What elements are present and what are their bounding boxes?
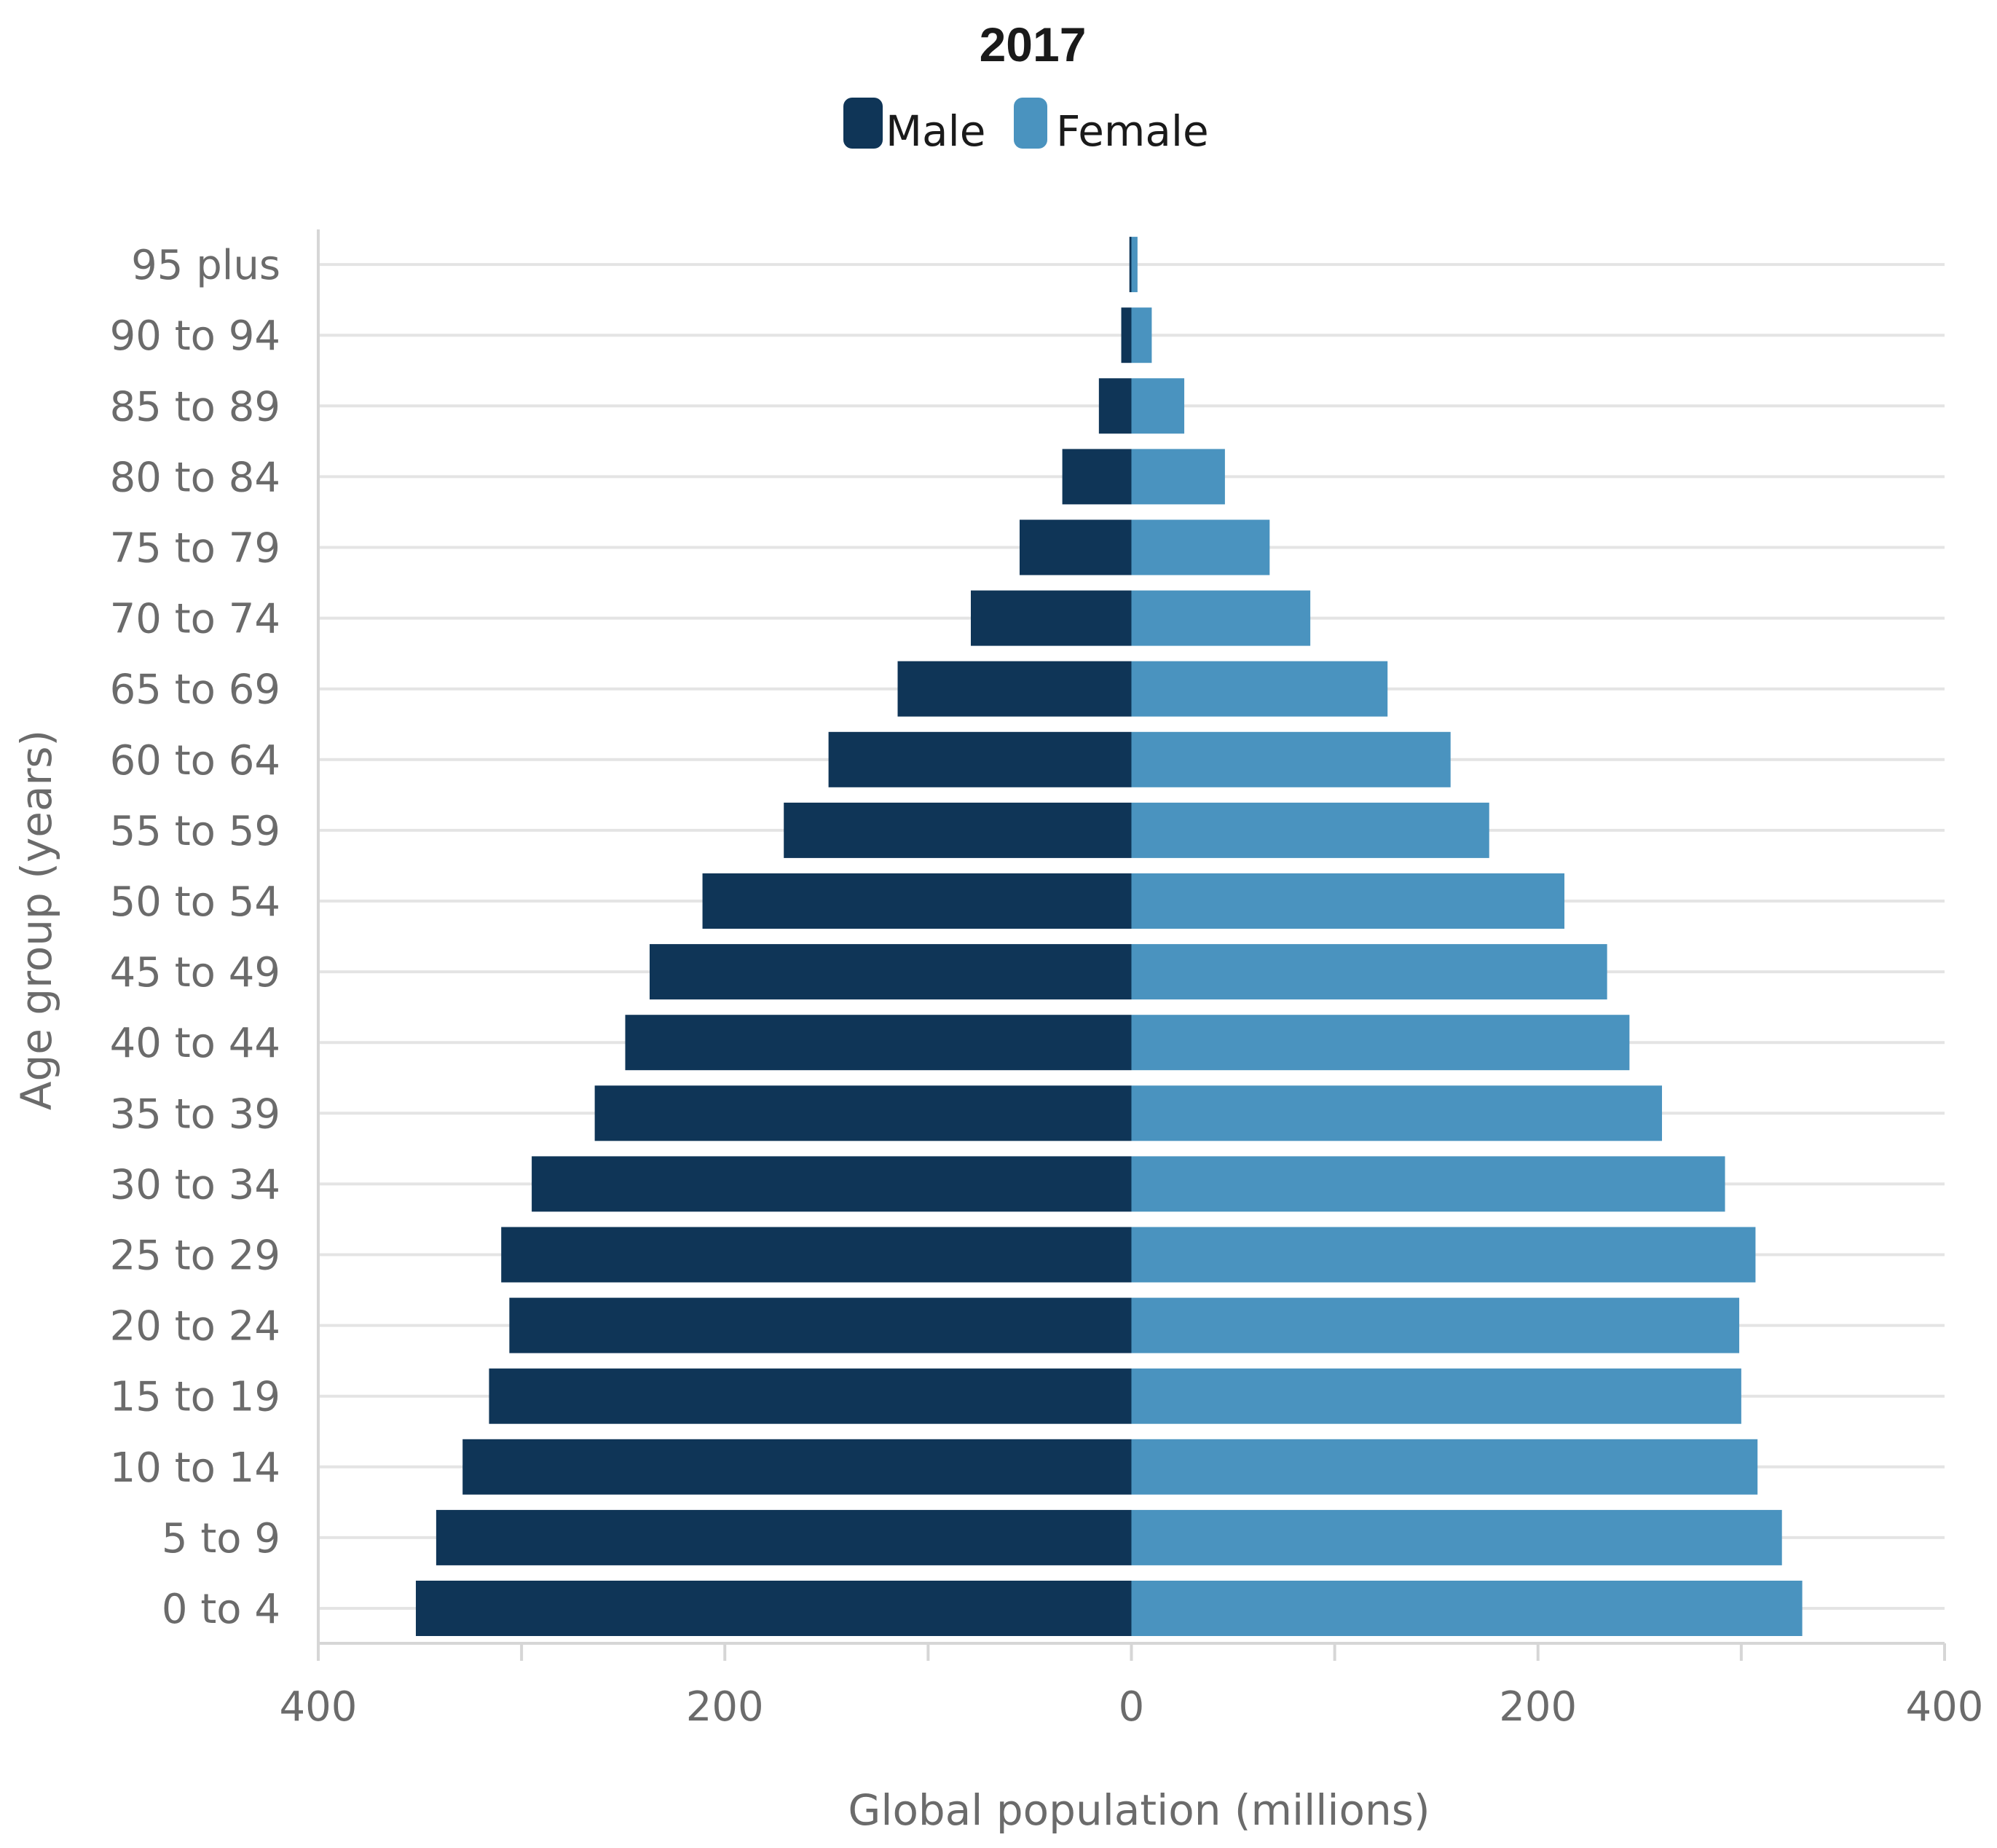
bar-male-5-to-9 [436, 1509, 1132, 1565]
bar-male-40-to-44 [625, 1015, 1132, 1071]
bar-female-20-to-24 [1131, 1297, 1740, 1353]
y-tick-label-70-to-74: 70 to 74 [110, 596, 280, 643]
x-tick-label-0: 0 [1119, 1683, 1145, 1731]
legend: Male Female [843, 98, 1209, 156]
chart-title: 2017 [980, 17, 1087, 71]
y-axis-title: Age group (years) [12, 730, 61, 1110]
x-tick-label-neg200: 200 [686, 1683, 764, 1731]
bar-female-70-to-74 [1131, 590, 1311, 646]
x-tick-label-400: 400 [1906, 1683, 1984, 1731]
bar-female-90-to-94 [1131, 307, 1152, 363]
legend-label-male: Male [886, 106, 985, 156]
bar-male-95-plus [1129, 237, 1132, 293]
y-tick-label-5-to-9: 5 to 9 [162, 1515, 280, 1562]
y-tick-label-95-plus: 95 plus [131, 242, 280, 289]
y-tick-label-80-to-84: 80 to 84 [110, 454, 280, 501]
bar-female-40-to-44 [1131, 1015, 1630, 1071]
bar-male-15-to-19 [489, 1368, 1132, 1424]
bar-male-75-to-79 [1019, 519, 1132, 575]
x-axis-title: Global population (millions) [848, 1785, 1430, 1835]
y-tick-label-20-to-24: 20 to 24 [110, 1303, 280, 1350]
bar-female-25-to-29 [1131, 1227, 1756, 1283]
y-tick-label-45-to-49: 45 to 49 [110, 949, 280, 996]
bars [415, 237, 1803, 1636]
bar-male-10-to-14 [462, 1439, 1132, 1495]
bar-male-65-to-69 [897, 661, 1132, 717]
y-tick-label-60-to-64: 60 to 64 [110, 737, 280, 785]
bar-female-50-to-54 [1131, 873, 1565, 929]
bar-female-35-to-39 [1131, 1085, 1663, 1141]
y-tick-label-10-to-14: 10 to 14 [110, 1444, 280, 1492]
bar-female-45-to-49 [1131, 944, 1607, 1000]
y-tick-label-0-to-4: 0 to 4 [162, 1586, 280, 1633]
bar-female-0-to-4 [1131, 1581, 1803, 1636]
y-tick-label-30-to-34: 30 to 34 [110, 1161, 280, 1208]
y-tick-label-75-to-79: 75 to 79 [110, 525, 280, 573]
bar-male-30-to-34 [532, 1156, 1132, 1212]
bar-male-0-to-4 [415, 1581, 1132, 1636]
bar-male-85-to-89 [1098, 378, 1132, 434]
bar-female-60-to-64 [1131, 731, 1451, 787]
bar-female-80-to-84 [1131, 449, 1225, 505]
bar-female-85-to-89 [1131, 378, 1185, 434]
bar-male-55-to-59 [784, 802, 1132, 858]
bar-female-10-to-14 [1131, 1439, 1758, 1495]
bar-male-90-to-94 [1121, 307, 1132, 363]
bar-male-35-to-39 [594, 1085, 1132, 1141]
legend-label-female: Female [1056, 106, 1209, 156]
x-axis-ticks: 400 200 0 200 400 [280, 1643, 1984, 1731]
y-tick-label-55-to-59: 55 to 59 [110, 808, 280, 855]
x-tick-label-neg400: 400 [280, 1683, 358, 1731]
bar-male-45-to-49 [649, 944, 1132, 1000]
bar-female-30-to-34 [1131, 1156, 1725, 1212]
legend-swatch-male [843, 98, 883, 149]
y-tick-label-35-to-39: 35 to 39 [110, 1090, 280, 1138]
y-axis-tick-labels: 0 to 4 5 to 9 10 to 14 15 to 19 20 to 24 25 t… [110, 242, 280, 1633]
legend-swatch-female [1014, 98, 1047, 149]
bar-male-50-to-54 [702, 873, 1132, 929]
legend-item-female: Female [1014, 98, 1209, 156]
bar-male-20-to-24 [509, 1297, 1132, 1353]
bar-male-60-to-64 [828, 731, 1132, 787]
y-tick-label-65-to-69: 65 to 69 [110, 667, 280, 714]
bar-female-55-to-59 [1131, 802, 1489, 858]
bar-male-80-to-84 [1062, 449, 1132, 505]
y-tick-label-85-to-89: 85 to 89 [110, 383, 280, 430]
y-tick-label-90-to-94: 90 to 94 [110, 312, 280, 360]
bar-female-15-to-19 [1131, 1368, 1741, 1424]
x-tick-label-200: 200 [1499, 1683, 1577, 1731]
bar-female-65-to-69 [1131, 661, 1388, 717]
bar-female-75-to-79 [1131, 519, 1270, 575]
bar-female-95-plus [1131, 237, 1138, 293]
bar-female-5-to-9 [1131, 1509, 1782, 1565]
y-tick-label-40-to-44: 40 to 44 [110, 1020, 280, 1067]
y-tick-label-15-to-19: 15 to 19 [110, 1374, 280, 1421]
bar-male-70-to-74 [970, 590, 1132, 646]
y-tick-label-50-to-54: 50 to 54 [110, 878, 280, 926]
legend-item-male: Male [843, 98, 985, 156]
bar-male-25-to-29 [501, 1227, 1132, 1283]
y-tick-label-25-to-29: 25 to 29 [110, 1232, 280, 1280]
